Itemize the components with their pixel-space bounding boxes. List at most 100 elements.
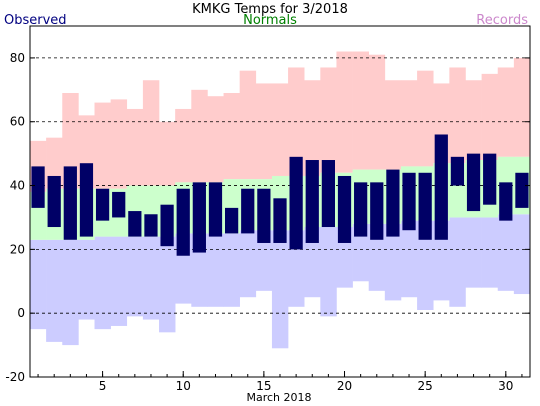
y-tick-label-40: 40 (10, 179, 25, 193)
record-low-bar-24 (400, 220, 418, 298)
record-high-bar-24 (400, 80, 418, 167)
record-high-bar-12 (207, 96, 224, 183)
legend-observed: Observed (4, 13, 67, 28)
observed-bar-11 (192, 182, 206, 253)
observed-bar-22 (370, 182, 384, 240)
record-high-bar-25 (417, 70, 434, 167)
record-low-bar-27 (449, 217, 466, 307)
observed-bar-6 (112, 191, 126, 218)
record-high-bar-19 (320, 67, 337, 173)
observed-bar-28 (466, 153, 481, 212)
y-tick-label-0: 0 (17, 306, 25, 320)
record-low-bar-12 (207, 233, 224, 307)
record-low-bar-28 (465, 217, 482, 288)
record-low-bar-7 (126, 236, 144, 317)
record-high-bar-18 (304, 80, 321, 176)
record-high-bar-11 (191, 89, 208, 183)
chart-title: KMKG Temps for 3/2018 (192, 2, 348, 17)
x-tick-label-25: 25 (418, 379, 433, 393)
legend-normals: Normals (243, 13, 297, 28)
observed-bar-15 (257, 188, 271, 243)
observed-bar-18 (305, 160, 319, 243)
record-low-bar-4 (78, 239, 95, 320)
record-low-bar-1 (30, 239, 47, 330)
record-high-bar-27 (449, 67, 466, 164)
y-tick-label-80: 80 (10, 51, 25, 65)
record-high-bar-3 (62, 93, 79, 189)
x-tick-label-20: 20 (337, 379, 352, 393)
record-high-bar-9 (159, 121, 176, 186)
observed-bar-16 (273, 198, 287, 243)
record-high-bar-29 (481, 73, 499, 161)
observed-bar-20 (337, 175, 352, 243)
observed-bar-4 (79, 163, 94, 237)
observed-bar-27 (450, 156, 465, 186)
record-low-bar-23 (384, 223, 402, 301)
record-high-bar-13 (223, 93, 240, 180)
observed-bar-23 (386, 169, 400, 237)
observed-bar-31 (515, 172, 529, 208)
record-low-bar-18 (304, 227, 321, 298)
axes: -20 0 20 40 60 80 5 10 15 20 25 30 (5, 25, 531, 393)
record-low-bar-30 (497, 214, 515, 291)
observed-bar-12 (208, 182, 223, 237)
observed-bar-19 (321, 160, 335, 228)
observed-bar-5 (95, 188, 110, 221)
observed-bar-30 (499, 182, 513, 221)
x-tick-label-5: 5 (99, 379, 107, 393)
record-high-bar-5 (94, 102, 111, 189)
record-low-bar-29 (481, 217, 499, 288)
record-high-bar-31 (513, 57, 531, 157)
record-high-bar-10 (175, 108, 192, 183)
observed-bar-13 (225, 207, 239, 234)
record-high-bar-20 (336, 51, 353, 173)
record-high-bar-21 (352, 51, 370, 170)
x-tick-label-10: 10 (176, 379, 191, 393)
observed-bar-10 (176, 188, 190, 256)
record-low-bar-26 (433, 220, 450, 301)
record-high-bar-14 (239, 70, 257, 180)
record-high-bar-23 (384, 80, 402, 170)
record-low-bar-15 (255, 230, 273, 291)
observed-bar-3 (63, 166, 77, 240)
observed-bar-24 (402, 172, 416, 231)
y-tick-label-60: 60 (10, 115, 25, 129)
observed-bars (31, 134, 529, 256)
record-low-bar-6 (110, 236, 128, 326)
record-low-bar-5 (94, 236, 111, 330)
record-low-bar-31 (513, 214, 531, 295)
record-low-bar-3 (62, 239, 79, 346)
record-high-bar-8 (142, 80, 160, 186)
observed-bar-26 (434, 134, 448, 240)
record-low-bar-8 (142, 236, 160, 320)
record-low-bar-16 (271, 230, 289, 349)
x-axis-label: March 2018 (246, 391, 311, 404)
observed-bar-8 (144, 214, 158, 237)
record-high-bar-7 (126, 108, 144, 186)
observed-bar-7 (128, 211, 142, 237)
record-low-bar-2 (46, 239, 63, 342)
record-low-bar-22 (368, 223, 386, 291)
record-low-bar-13 (223, 233, 240, 307)
x-tick-label-15: 15 (256, 379, 271, 393)
y-tick-label-20: 20 (10, 242, 25, 256)
observed-bar-1 (31, 166, 45, 208)
record-low-bar-25 (417, 220, 434, 310)
observed-bar-14 (241, 188, 255, 234)
observed-bar-25 (418, 172, 432, 240)
observed-bar-17 (289, 156, 303, 250)
record-high-bar-22 (368, 54, 386, 170)
record-high-bar-6 (110, 99, 128, 189)
record-high-bar-30 (497, 67, 515, 157)
x-tick-label-30: 30 (498, 379, 513, 393)
record-high-bar-28 (465, 80, 482, 161)
observed-bar-29 (483, 153, 497, 205)
observed-bar-9 (160, 204, 174, 247)
record-high-bar-16 (271, 83, 289, 176)
record-low-bar-14 (239, 230, 257, 298)
record-high-bar-15 (255, 83, 273, 180)
observed-bar-2 (47, 175, 61, 228)
y-tick-label--20: -20 (5, 370, 25, 384)
record-low-bar-21 (352, 223, 370, 282)
